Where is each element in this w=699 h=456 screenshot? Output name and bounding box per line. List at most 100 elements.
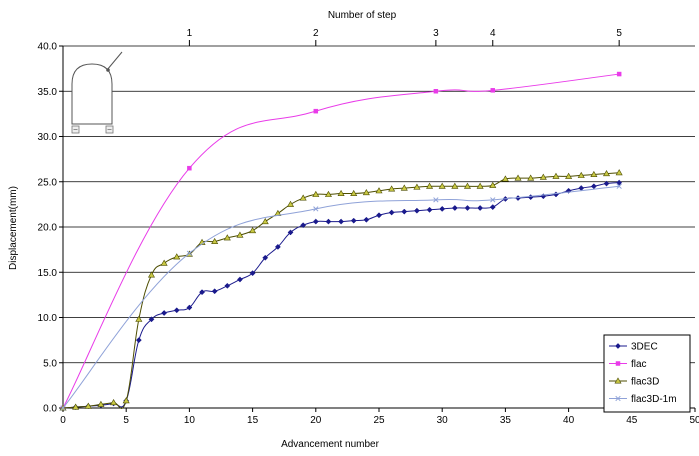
x-tick-label: 0 xyxy=(60,415,66,426)
top-tick-label: 3 xyxy=(433,28,439,39)
y-tick-label: 10.0 xyxy=(38,313,58,324)
top-tick-label: 4 xyxy=(490,28,496,39)
x-tick-label: 5 xyxy=(123,415,129,426)
data-point-flac3d xyxy=(287,200,295,207)
data-point-flac3d xyxy=(337,189,345,197)
data-point-flac3d-1m xyxy=(186,250,193,256)
data-point-3dec xyxy=(211,288,218,295)
data-point-flac3d xyxy=(426,182,434,189)
data-point-3dec xyxy=(489,204,496,211)
data-point-3dec xyxy=(173,307,180,314)
data-point-3dec xyxy=(426,206,433,213)
data-point-flac3d xyxy=(603,170,611,177)
top-tick-label: 2 xyxy=(313,28,319,39)
data-point-3dec xyxy=(350,217,357,224)
data-point-flac3d-1m xyxy=(433,197,439,203)
data-point-flac3d xyxy=(147,271,155,278)
series-layer xyxy=(59,71,623,411)
data-point-3dec xyxy=(274,243,281,250)
x-tick-label: 25 xyxy=(373,415,385,426)
y-tick-label: 0.0 xyxy=(43,404,57,415)
data-point-flac xyxy=(313,108,319,114)
y-tick-label: 35.0 xyxy=(38,87,58,98)
data-point-flac3d xyxy=(223,234,231,241)
data-point-3dec xyxy=(388,209,395,216)
data-point-flac3d-1m xyxy=(313,206,319,212)
data-point-flac3d xyxy=(249,227,257,234)
data-point-flac3d xyxy=(211,237,219,244)
data-point-flac3d xyxy=(501,175,509,182)
x-axis-title: Advancement number xyxy=(281,439,380,450)
data-point-flac3d xyxy=(400,184,408,191)
data-point-flac3d xyxy=(236,231,244,238)
legend-label: 3DEC xyxy=(631,342,658,353)
data-point-flac3d xyxy=(388,185,396,192)
data-point-3dec xyxy=(300,222,307,229)
data-point-flac3d xyxy=(110,398,118,406)
data-point-3dec xyxy=(464,205,471,211)
data-point-3dec xyxy=(338,218,345,225)
data-point-flac xyxy=(433,89,439,94)
data-point-3dec xyxy=(477,205,484,211)
data-point-flac xyxy=(187,165,192,171)
data-point-3dec xyxy=(237,276,243,283)
legend-swatch-marker xyxy=(614,377,622,384)
data-point-flac3d xyxy=(489,181,497,188)
data-point-flac3d xyxy=(539,173,547,180)
data-point-flac3d xyxy=(527,174,535,181)
data-point-3dec xyxy=(224,282,231,289)
data-point-flac3d xyxy=(312,190,320,197)
legend-swatch-marker xyxy=(615,395,621,402)
data-point-flac3d xyxy=(476,182,484,189)
data-point-flac3d xyxy=(173,253,181,260)
data-point-flac3d xyxy=(324,190,332,197)
data-point-3dec xyxy=(186,304,193,311)
top-tick-label: 1 xyxy=(187,28,193,39)
y-tick-label: 30.0 xyxy=(38,132,58,143)
y-axis-title: Displacement(mm) xyxy=(8,186,19,270)
data-point-flac3d xyxy=(590,170,598,178)
data-point-flac3d xyxy=(135,315,143,322)
legend-swatch-marker xyxy=(615,343,621,349)
data-point-3dec xyxy=(161,310,168,316)
y-axis-ticks: 0.0 5.0 10.0 15.0 20.0 25.0 30.0 35.0 40.0 xyxy=(38,42,63,415)
data-point-3dec xyxy=(376,212,382,219)
data-point-3dec xyxy=(616,179,623,186)
data-point-flac3d-1m xyxy=(490,197,496,203)
data-point-3dec xyxy=(199,289,205,296)
data-point-3dec xyxy=(439,205,446,212)
data-point-flac xyxy=(490,88,496,93)
x-tick-label: 50 xyxy=(689,415,699,426)
data-point-flac xyxy=(616,71,622,77)
series-line-flac xyxy=(62,73,620,409)
y-tick-label: 20.0 xyxy=(38,223,58,234)
data-point-3dec xyxy=(413,207,420,214)
y-tick-label: 15.0 xyxy=(38,268,58,279)
data-point-flac3d xyxy=(72,403,80,410)
data-point-3dec xyxy=(287,229,294,236)
top-axis-title: Number of step xyxy=(328,10,397,21)
data-point-3dec xyxy=(135,337,142,344)
data-point-flac3d xyxy=(615,169,623,176)
legend-item-3dec: 3DEC xyxy=(609,342,658,353)
top-tick-label: 5 xyxy=(616,28,622,39)
x-tick-label: 35 xyxy=(500,415,512,426)
data-point-flac3d xyxy=(463,182,471,189)
data-point-flac3d-1m xyxy=(60,405,66,411)
x-axis-ticks: 0 5 10 15 20 25 30 35 40 45 50 xyxy=(60,408,699,426)
data-point-flac3d xyxy=(122,397,130,404)
data-point-flac3d xyxy=(552,172,560,179)
data-point-flac3d xyxy=(261,217,269,225)
data-point-3dec xyxy=(603,180,610,187)
data-point-3dec xyxy=(148,316,155,323)
y-tick-label: 5.0 xyxy=(43,358,57,369)
x-tick-label: 40 xyxy=(563,415,575,426)
legend-item-flac: flac xyxy=(609,359,647,370)
data-point-flac3d xyxy=(299,194,307,201)
legend: 3DEC flac flac3D flac3D-1m xyxy=(603,334,691,413)
data-point-flac3d xyxy=(97,400,105,407)
data-point-flac3d xyxy=(514,174,522,181)
data-point-flac3d xyxy=(350,189,358,197)
series-line-flac3d-1m xyxy=(62,185,620,409)
